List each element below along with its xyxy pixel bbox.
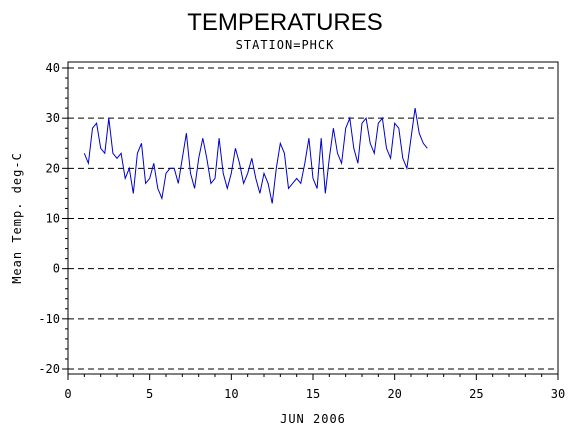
y-tick-label: -20 (38, 362, 60, 376)
y-axis: -20 -10 0 10 20 30 40 (38, 61, 68, 376)
x-tick-label: 25 (469, 387, 483, 401)
x-tick-label: 15 (306, 387, 320, 401)
x-axis: 0 5 10 15 20 25 30 (64, 374, 565, 401)
gridlines (68, 67, 558, 370)
x-axis-label: JUN 2006 (280, 412, 346, 426)
chart-subtitle: STATION=PHCK (236, 38, 335, 52)
y-tick-label: 20 (46, 161, 60, 175)
x-tick-label: 5 (146, 387, 153, 401)
x-tick-label: 10 (224, 387, 238, 401)
x-tick-label: 30 (551, 387, 565, 401)
y-tick-label: 30 (46, 111, 60, 125)
series-line (83, 108, 428, 204)
y-tick-label: 40 (46, 61, 60, 75)
y-tick-label: 10 (46, 212, 60, 226)
x-tick-label: 0 (64, 387, 71, 401)
chart-title: TEMPERATURES (187, 9, 383, 36)
y-tick-label: -10 (38, 312, 60, 326)
y-tick-label: 0 (53, 262, 60, 276)
x-tick-label: 20 (387, 387, 401, 401)
y-axis-label: Mean Temp. deg-C (10, 152, 24, 284)
